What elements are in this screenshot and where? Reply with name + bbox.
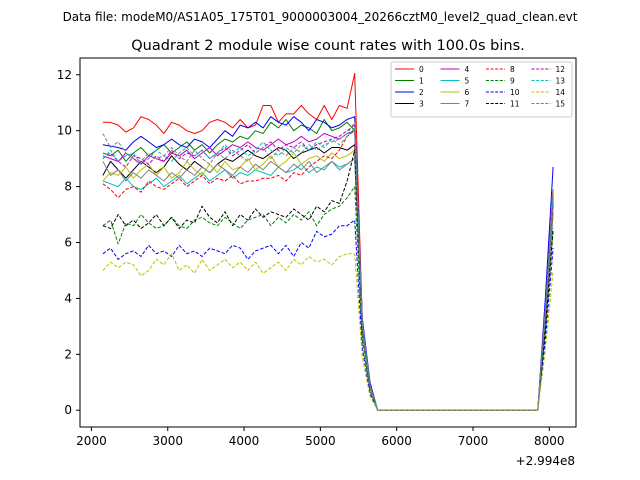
series-line-14 xyxy=(102,253,554,411)
legend-label-12: 12 xyxy=(556,65,566,74)
series-line-13 xyxy=(102,127,554,411)
y-tick-label: 10 xyxy=(57,124,72,138)
y-tick-label: 0 xyxy=(64,403,72,417)
series-line-10 xyxy=(102,219,554,411)
series-line-6 xyxy=(102,149,554,411)
y-tick-label: 6 xyxy=(64,236,72,250)
legend-label-14: 14 xyxy=(556,88,566,97)
chart-suptitle: Data file: modeM0/AS1A05_175T01_90000030… xyxy=(63,10,578,24)
x-tick-label: 6000 xyxy=(381,434,412,448)
legend-label-15: 15 xyxy=(556,100,566,109)
series-line-1 xyxy=(102,119,554,411)
legend-label-3: 3 xyxy=(419,100,424,109)
chart-title: Quadrant 2 module wise count rates with … xyxy=(131,38,525,54)
series-line-7 xyxy=(102,158,554,411)
legend-label-11: 11 xyxy=(510,100,520,109)
series-line-8 xyxy=(102,130,554,411)
plot-series-group xyxy=(102,72,554,411)
y-tick-label: 8 xyxy=(64,180,72,194)
legend-label-4: 4 xyxy=(465,65,470,74)
y-axis: 0 2 4 6 8 10 12 xyxy=(57,68,80,417)
series-line-0 xyxy=(102,72,554,411)
x-tick-label: 2000 xyxy=(76,434,107,448)
series-line-12 xyxy=(102,124,554,411)
legend-label-6: 6 xyxy=(465,88,470,97)
legend-label-1: 1 xyxy=(419,77,424,86)
legend-label-0: 0 xyxy=(419,65,424,74)
y-tick-label: 4 xyxy=(64,291,72,305)
x-axis: 2000 3000 4000 5000 6000 7000 8000 xyxy=(76,427,565,448)
legend-label-2: 2 xyxy=(419,88,424,97)
legend-box xyxy=(390,61,573,118)
x-offset-label: +2.994e8 xyxy=(516,454,575,468)
series-line-4 xyxy=(102,130,554,411)
legend-label-13: 13 xyxy=(556,77,566,86)
x-tick-label: 8000 xyxy=(534,434,565,448)
x-tick-label: 4000 xyxy=(229,434,260,448)
legend-label-9: 9 xyxy=(510,77,515,86)
y-tick-label: 2 xyxy=(64,347,72,361)
legend-label-7: 7 xyxy=(465,100,470,109)
x-tick-label: 3000 xyxy=(152,434,183,448)
x-tick-label: 5000 xyxy=(305,434,336,448)
series-line-11 xyxy=(102,149,554,411)
legend-label-5: 5 xyxy=(465,77,470,86)
series-line-2 xyxy=(102,116,554,411)
x-tick-label: 7000 xyxy=(458,434,489,448)
y-tick-label: 12 xyxy=(57,68,72,82)
legend-label-8: 8 xyxy=(510,65,515,74)
legend-label-10: 10 xyxy=(510,88,520,97)
